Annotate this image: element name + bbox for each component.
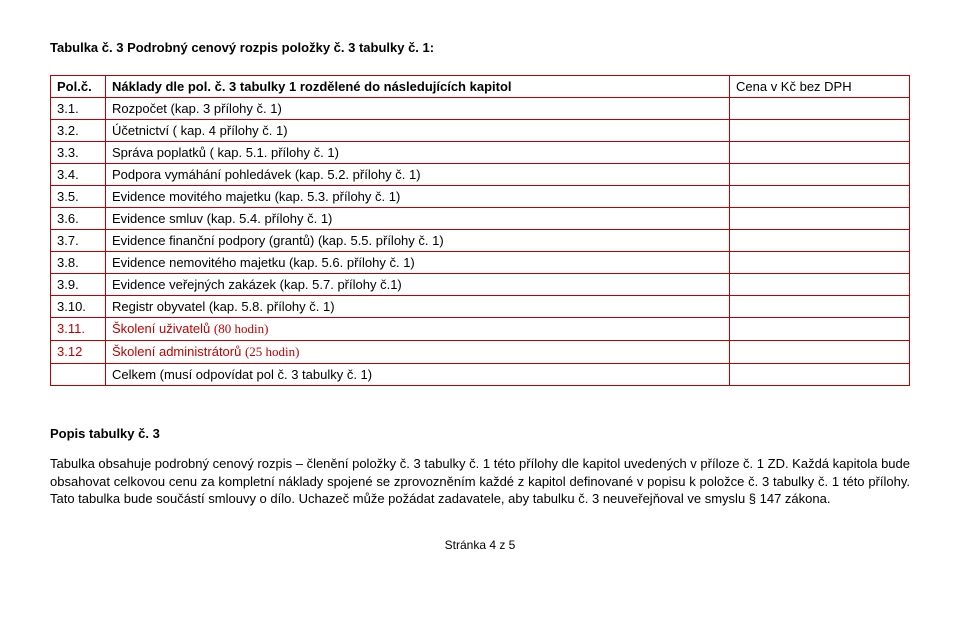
- row-num: 3.8.: [51, 252, 106, 274]
- row-price: [730, 142, 910, 164]
- header-desc: Náklady dle pol. č. 3 tabulky 1 rozdělen…: [106, 76, 730, 98]
- table-row: 3.2.Účetnictví ( kap. 4 přílohy č. 1): [51, 120, 910, 142]
- row-price: [730, 341, 910, 364]
- table-row: 3.9.Evidence veřejných zakázek (kap. 5.7…: [51, 274, 910, 296]
- row-num: 3.3.: [51, 142, 106, 164]
- row-num: 3.2.: [51, 120, 106, 142]
- row-desc: Evidence movitého majetku (kap. 5.3. pří…: [106, 186, 730, 208]
- table-header-row: Pol.č. Náklady dle pol. č. 3 tabulky 1 r…: [51, 76, 910, 98]
- row-desc: Registr obyvatel (kap. 5.8. přílohy č. 1…: [106, 296, 730, 318]
- row-num: 3.11.: [51, 318, 106, 341]
- table-row: 3.3.Správa poplatků ( kap. 5.1. přílohy …: [51, 142, 910, 164]
- row-price: [730, 164, 910, 186]
- row-desc: Školení uživatelů (80 hodin): [106, 318, 730, 341]
- table-row: 3.4.Podpora vymáhání pohledávek (kap. 5.…: [51, 164, 910, 186]
- row-price: [730, 120, 910, 142]
- row-price: [730, 208, 910, 230]
- row-price: [730, 98, 910, 120]
- row-num: 3.1.: [51, 98, 106, 120]
- row-num: 3.10.: [51, 296, 106, 318]
- row-num: 3.9.: [51, 274, 106, 296]
- row-desc: Evidence nemovitého majetku (kap. 5.6. p…: [106, 252, 730, 274]
- row-price: [730, 274, 910, 296]
- row-num: 3.7.: [51, 230, 106, 252]
- table-row-red: 3.12Školení administrátorů (25 hodin): [51, 341, 910, 364]
- header-price: Cena v Kč bez DPH: [730, 76, 910, 98]
- table-row: 3.10.Registr obyvatel (kap. 5.8. přílohy…: [51, 296, 910, 318]
- page-footer: Stránka 4 z 5: [50, 538, 910, 552]
- table-row: 3.1.Rozpočet (kap. 3 přílohy č. 1): [51, 98, 910, 120]
- row-price: [730, 318, 910, 341]
- table-row: 3.6.Evidence smluv (kap. 5.4. přílohy č.…: [51, 208, 910, 230]
- table-row: 3.7.Evidence finanční podpory (grantů) (…: [51, 230, 910, 252]
- row-desc: Účetnictví ( kap. 4 přílohy č. 1): [106, 120, 730, 142]
- description-heading: Popis tabulky č. 3: [50, 426, 910, 441]
- row-price: [730, 296, 910, 318]
- row-num: 3.5.: [51, 186, 106, 208]
- table-row-total: Celkem (musí odpovídat pol č. 3 tabulky …: [51, 364, 910, 386]
- table-row-red: 3.11.Školení uživatelů (80 hodin): [51, 318, 910, 341]
- row-desc: Celkem (musí odpovídat pol č. 3 tabulky …: [106, 364, 730, 386]
- row-desc: Správa poplatků ( kap. 5.1. přílohy č. 1…: [106, 142, 730, 164]
- page-title: Tabulka č. 3 Podrobný cenový rozpis polo…: [50, 40, 910, 55]
- row-num: [51, 364, 106, 386]
- table-row: 3.8.Evidence nemovitého majetku (kap. 5.…: [51, 252, 910, 274]
- row-price: [730, 364, 910, 386]
- row-desc: Evidence smluv (kap. 5.4. přílohy č. 1): [106, 208, 730, 230]
- row-price: [730, 230, 910, 252]
- row-desc: Školení administrátorů (25 hodin): [106, 341, 730, 364]
- row-desc: Rozpočet (kap. 3 přílohy č. 1): [106, 98, 730, 120]
- row-num: 3.12: [51, 341, 106, 364]
- table-row: 3.5.Evidence movitého majetku (kap. 5.3.…: [51, 186, 910, 208]
- row-desc: Evidence veřejných zakázek (kap. 5.7. př…: [106, 274, 730, 296]
- row-num: 3.6.: [51, 208, 106, 230]
- row-desc: Evidence finanční podpory (grantů) (kap.…: [106, 230, 730, 252]
- row-desc: Podpora vymáhání pohledávek (kap. 5.2. p…: [106, 164, 730, 186]
- row-price: [730, 252, 910, 274]
- price-table: Pol.č. Náklady dle pol. č. 3 tabulky 1 r…: [50, 75, 910, 386]
- description-body: Tabulka obsahuje podrobný cenový rozpis …: [50, 455, 910, 508]
- row-num: 3.4.: [51, 164, 106, 186]
- header-num: Pol.č.: [51, 76, 106, 98]
- row-price: [730, 186, 910, 208]
